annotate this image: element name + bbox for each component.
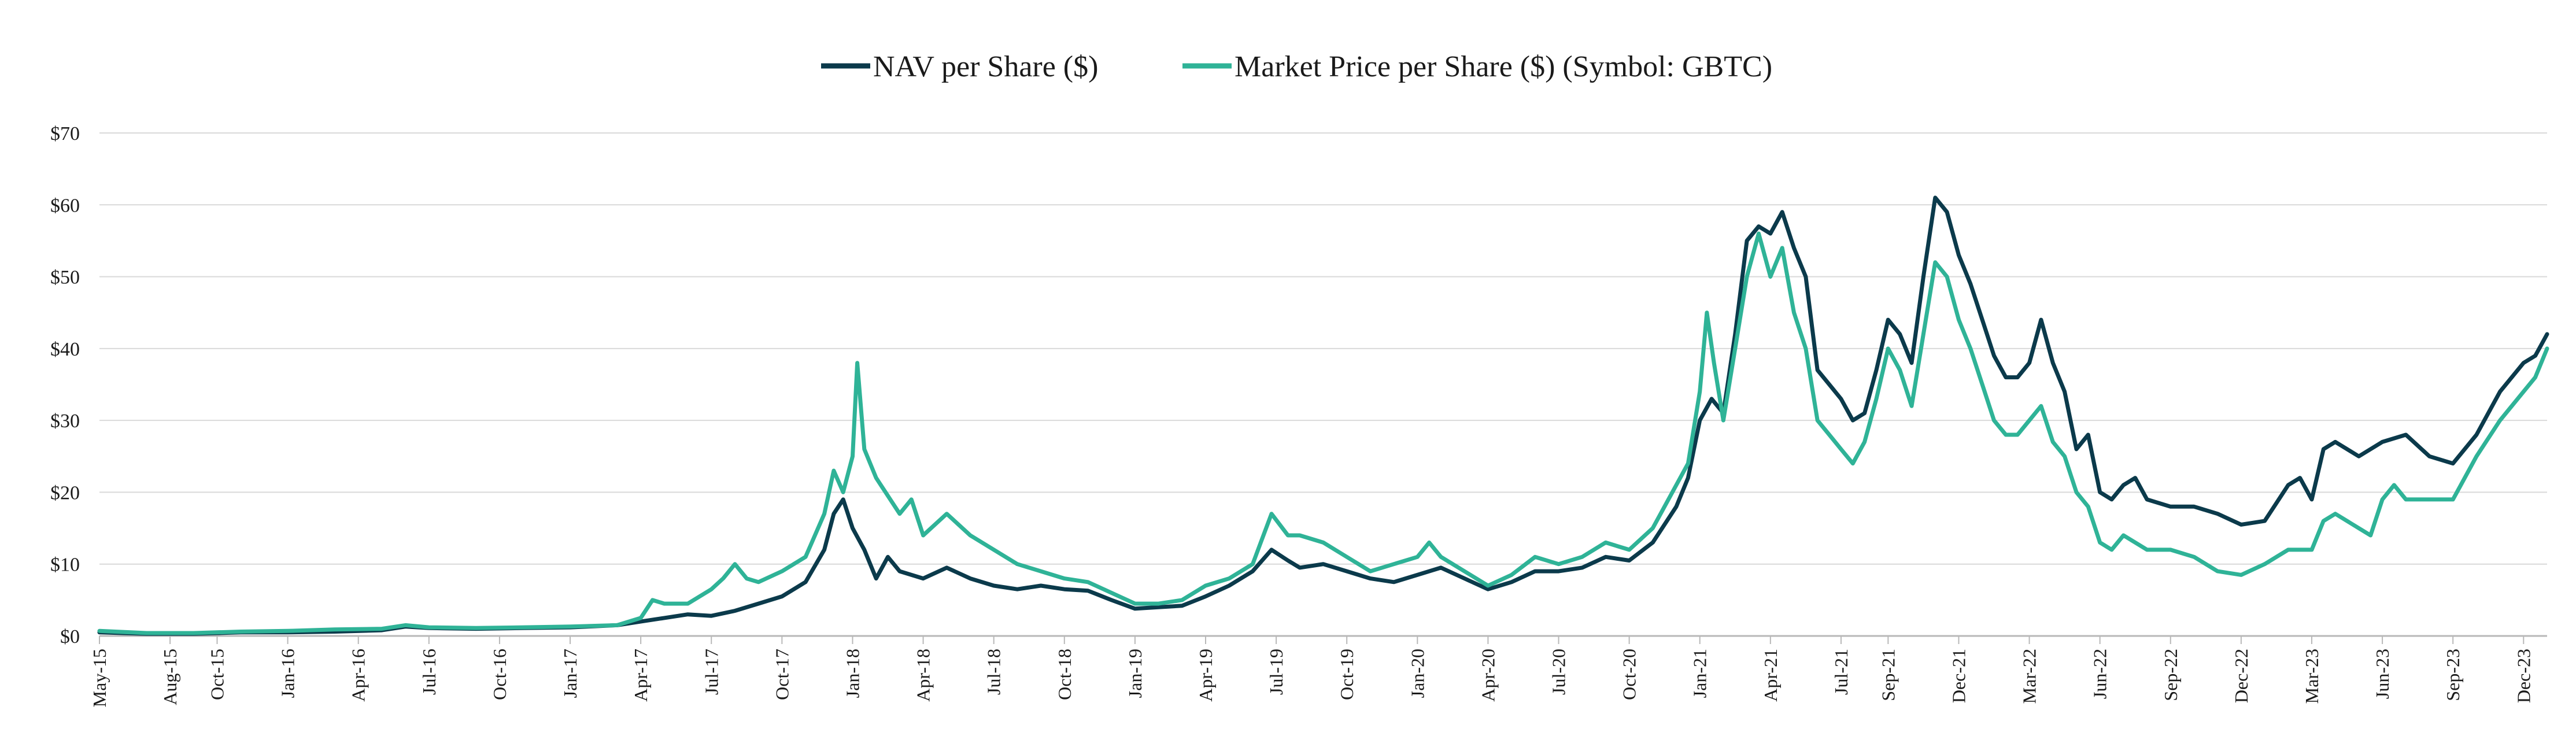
- x-tick-label: Jun-23: [2372, 649, 2393, 699]
- series-lines: [97, 195, 2549, 636]
- x-tick-label: Jul-21: [1831, 649, 1851, 695]
- x-tick-label: Mar-22: [2019, 649, 2040, 704]
- y-tick-label: $60: [50, 195, 80, 216]
- x-tick-label: Jan-19: [1125, 649, 1145, 698]
- x-tick-label: Jul-16: [419, 649, 439, 695]
- series-line-market-price: [97, 231, 2549, 635]
- x-axis-ticks: May-15 Aug-15 Oct-15 Jan-16 Apr-16 Jul-16 Oct-…: [89, 636, 2534, 707]
- x-tick-label: Dec-21: [1948, 649, 1969, 703]
- x-tick-label: Apr-19: [1195, 649, 1216, 702]
- legend-label-market-price: Market Price per Share ($) (Symbol: GBTC…: [1235, 50, 1772, 83]
- x-tick-label: Apr-21: [1760, 649, 1781, 702]
- x-tick-label: Jan-16: [278, 649, 298, 698]
- x-tick-label: Apr-20: [1477, 649, 1498, 702]
- x-tick-label: Jul-17: [701, 649, 722, 695]
- x-tick-label: Oct-19: [1336, 649, 1357, 700]
- y-tick-label: $20: [50, 482, 80, 504]
- x-tick-label: Jun-22: [2090, 649, 2111, 699]
- x-tick-label: Jul-20: [1548, 649, 1569, 695]
- x-tick-label: Apr-18: [913, 649, 934, 702]
- x-tick-label: Jan-17: [560, 649, 581, 698]
- x-tick-label: Jul-19: [1266, 649, 1287, 695]
- series-line-nav: [97, 195, 2549, 636]
- x-tick-label: Oct-17: [771, 649, 792, 700]
- gridlines: [99, 132, 2547, 637]
- y-tick-label: $40: [50, 339, 80, 360]
- x-tick-label: Jan-21: [1690, 649, 1710, 698]
- x-tick-label: Sep-23: [2442, 649, 2463, 701]
- x-tick-label: Oct-16: [489, 649, 510, 700]
- x-tick-label: Mar-23: [2301, 649, 2322, 704]
- x-tick-label: Aug-15: [160, 649, 180, 705]
- x-tick-label: Oct-15: [207, 649, 228, 700]
- x-tick-label: May-15: [89, 649, 110, 707]
- x-tick-label: Jul-18: [984, 649, 1004, 695]
- y-tick-label: $70: [50, 123, 80, 145]
- x-tick-label: Jan-20: [1407, 649, 1428, 698]
- x-tick-label: Apr-16: [348, 649, 369, 702]
- x-tick-label: Sep-21: [1878, 649, 1898, 701]
- legend: NAV per Share ($) Market Price per Share…: [821, 50, 1772, 83]
- x-tick-label: Jan-18: [842, 649, 863, 698]
- y-tick-label: $30: [50, 410, 80, 432]
- y-axis-ticks: $0 $10 $20 $30 $40 $50 $60 $70: [50, 123, 80, 648]
- legend-label-nav: NAV per Share ($): [873, 50, 1098, 83]
- x-tick-label: Sep-22: [2160, 649, 2181, 701]
- y-tick-label: $50: [50, 267, 80, 288]
- x-tick-label: Oct-18: [1054, 649, 1075, 700]
- x-tick-label: Oct-20: [1619, 649, 1640, 700]
- y-tick-label: $10: [50, 554, 80, 576]
- x-tick-label: Dec-23: [2513, 649, 2534, 703]
- x-tick-label: Dec-22: [2231, 649, 2252, 703]
- y-tick-label: $0: [60, 626, 80, 648]
- x-tick-label: Apr-17: [630, 649, 651, 702]
